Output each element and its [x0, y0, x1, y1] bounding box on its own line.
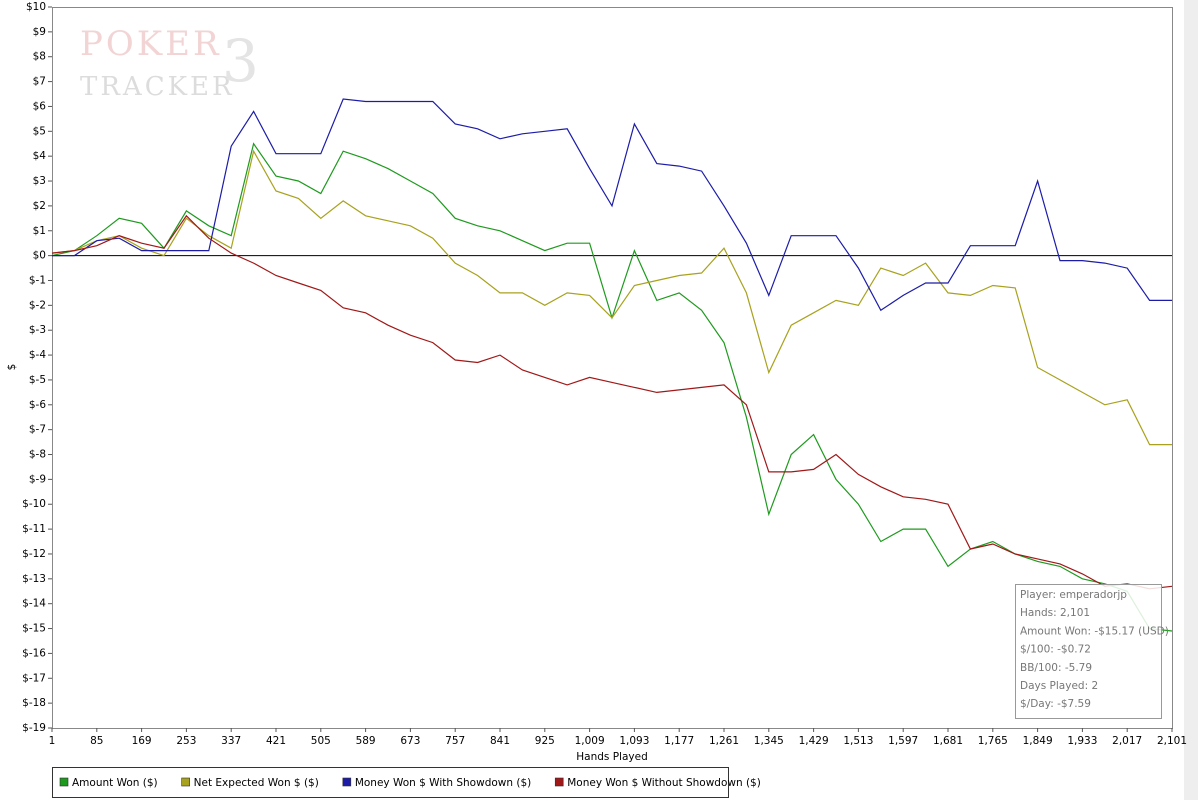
y-tick-label: $2	[33, 200, 46, 212]
stats-text: BB/100: -5.79	[1020, 662, 1092, 674]
legend-label: Money Won $ Without Showdown ($)	[567, 777, 761, 789]
x-tick-label: 925	[535, 735, 555, 747]
x-tick-label: 589	[356, 735, 376, 747]
y-tick-label: $-10	[22, 498, 46, 510]
x-tick-label: 1,765	[978, 735, 1008, 747]
legend-swatch	[342, 777, 352, 787]
y-tick-label: $-4	[29, 349, 46, 361]
y-tick-label: $5	[33, 125, 46, 137]
stats-text: Player: emperadorjp	[1020, 589, 1127, 601]
x-tick-label: 1	[49, 735, 56, 747]
watermark: 3	[222, 27, 259, 95]
x-tick-label: 169	[132, 735, 152, 747]
y-tick-label: $-19	[22, 722, 46, 734]
x-tick-label: 757	[445, 735, 465, 747]
legend	[52, 767, 729, 798]
y-tick-label: $-1	[29, 274, 46, 286]
y-tick-label: $-18	[22, 697, 46, 709]
legend-swatch	[59, 777, 69, 787]
y-tick-label: $-5	[29, 374, 46, 386]
y-tick-label: $-16	[22, 647, 46, 659]
y-tick-label: $-15	[22, 623, 46, 635]
x-tick-label: 85	[90, 735, 103, 747]
y-tick-label: $-9	[29, 473, 46, 485]
x-tick-label: 1,681	[933, 735, 963, 747]
stats-text: Amount Won: -$15.17 (USD)	[1020, 625, 1169, 637]
stats-text: Hands: 2,101	[1020, 607, 1090, 619]
x-tick-label: 1,597	[888, 735, 918, 747]
y-tick-label: $0	[33, 250, 46, 262]
series-line	[51, 149, 1172, 446]
series-line	[51, 214, 1173, 590]
x-tick-label: 505	[311, 735, 331, 747]
stats-text: Days Played: 2	[1020, 680, 1098, 692]
x-tick-label: 1,513	[843, 735, 873, 747]
y-tick-label: $7	[33, 76, 46, 88]
y-tick-label: $10	[26, 1, 46, 13]
x-tick-label: 841	[490, 735, 510, 747]
legend-swatch	[554, 777, 564, 787]
y-tick-label: $-14	[22, 598, 46, 610]
watermark: TRACKER	[80, 72, 235, 102]
y-tick-label: $-13	[22, 573, 46, 585]
y-tick-label: $-11	[22, 523, 46, 535]
y-tick-label: $6	[33, 100, 47, 112]
y-tick-label: $8	[33, 51, 46, 63]
y-tick-label: $-6	[29, 399, 46, 411]
legend-label: Money Won $ With Showdown ($)	[355, 777, 531, 789]
stats-box	[1015, 584, 1162, 719]
y-tick-label: $4	[33, 150, 47, 162]
series-line	[52, 98, 1172, 312]
x-tick-label: 1,933	[1067, 735, 1097, 747]
y-tick-label: $-2	[29, 299, 46, 311]
x-tick-label: 1,345	[754, 735, 784, 747]
x-tick-label: 1,429	[799, 735, 829, 747]
x-tick-label: 421	[266, 735, 286, 747]
y-tick-label: $9	[33, 26, 46, 38]
x-tick-label: 1,849	[1023, 735, 1053, 747]
x-tick-label: 1,009	[575, 735, 605, 747]
y-tick-label: $-8	[29, 449, 46, 461]
y-tick-label: $-3	[29, 324, 46, 336]
watermark: POKER	[80, 24, 222, 64]
x-axis-label: Hands Played	[576, 751, 647, 763]
legend-label: Net Expected Won $ ($)	[194, 777, 319, 789]
x-tick-label: 253	[176, 735, 196, 747]
legend-swatch	[181, 777, 190, 787]
x-tick-label: 337	[221, 735, 241, 747]
side-strip	[1184, 0, 1198, 800]
y-tick-label: $3	[33, 175, 46, 187]
y-tick-label: $-7	[29, 424, 46, 436]
x-tick-label: 1,261	[709, 735, 739, 747]
x-tick-label: 1,093	[619, 735, 649, 747]
plot-area	[52, 7, 1173, 729]
x-tick-label: 2,101	[1157, 735, 1187, 747]
stats-text: $/100: -$0.72	[1020, 644, 1091, 656]
y-tick-label: $1	[33, 225, 46, 237]
y-tick-label: $-17	[22, 672, 46, 684]
stats-text: $/Day: -$7.59	[1020, 698, 1091, 710]
x-tick-label: 673	[400, 735, 420, 747]
legend-label: Amount Won ($)	[72, 777, 158, 789]
x-tick-label: 1,177	[664, 735, 694, 747]
x-tick-label: 2,017	[1112, 735, 1142, 747]
y-axis-label: $	[6, 364, 18, 371]
y-tick-label: $-12	[22, 548, 46, 560]
